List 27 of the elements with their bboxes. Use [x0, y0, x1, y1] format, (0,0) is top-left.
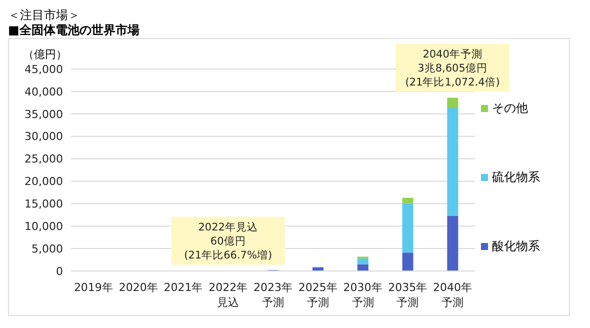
x-tick-label: 2023年予測 [254, 281, 292, 309]
legend-label: 硫化物系 [492, 168, 540, 186]
y-tick-label: 20,000 [24, 175, 63, 188]
chart-subtitle: ■全固体電池の世界市場 [8, 23, 140, 38]
annotation: 2040年予測 3兆8,605億円 (21年比1,072.4倍) [405, 48, 500, 89]
x-tick-label: 2021年 [164, 281, 203, 294]
y-tick-label: 40,000 [24, 85, 63, 98]
y-tick-label: 25,000 [24, 152, 63, 166]
y-tick-label: 15,000 [24, 198, 63, 211]
y-tick-label: 30,000 [24, 130, 63, 144]
annotation: 2022年見込 60億円 (21年比66.7%増) [184, 220, 272, 262]
x-tick-label: 2040年予測 [433, 281, 472, 309]
chart-title: ＜注目市場＞ [8, 8, 81, 23]
y-tick-label: 10,000 [24, 220, 63, 234]
x-tick-label: 2025年予測 [298, 281, 338, 309]
x-tick-label: 2020年 [118, 281, 158, 294]
y-tick-label: 35,000 [24, 108, 63, 121]
x-tick-label: 2019年 [74, 281, 113, 294]
legend-label: 酸化物系 [492, 238, 540, 254]
y-axis-title: （億円） [23, 47, 67, 62]
x-tick-label: 2035年予測 [388, 281, 428, 309]
x-tick-label: 2030年予測 [343, 281, 382, 309]
y-tick-label: 5,000 [32, 242, 63, 256]
y-tick-label: 45,000 [24, 62, 63, 76]
y-tick-label: 0 [56, 264, 63, 278]
legend-label: その他 [492, 100, 528, 116]
x-tick-label: 2022年見込 [208, 281, 248, 309]
